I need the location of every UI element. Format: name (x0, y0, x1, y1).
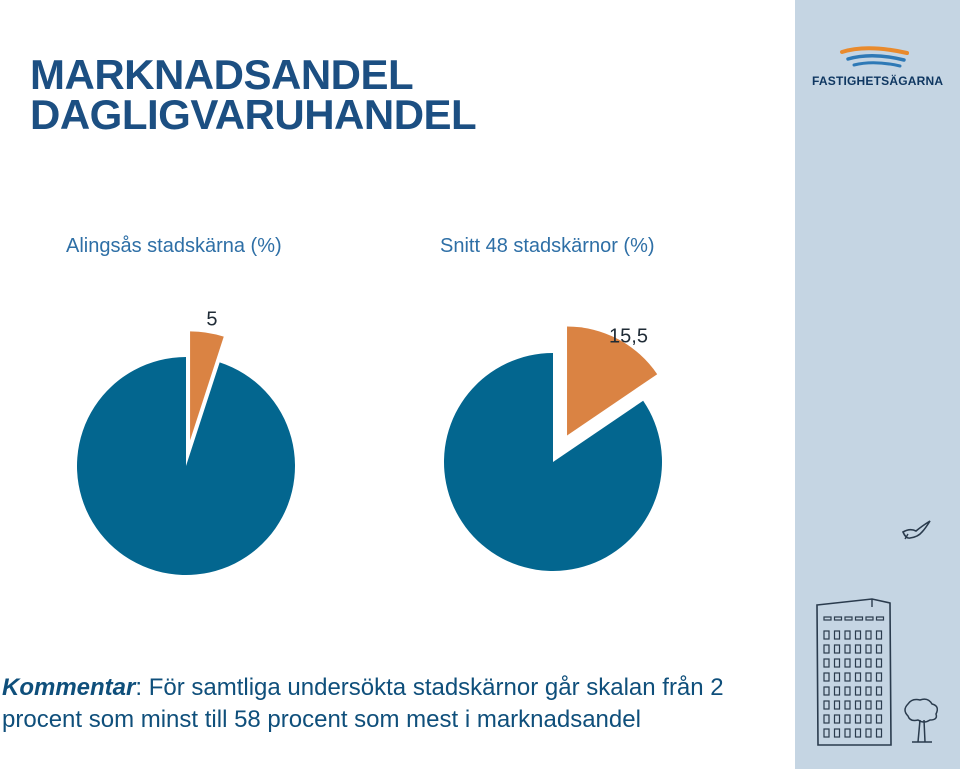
building-window (854, 714, 862, 724)
building-window (865, 644, 872, 654)
building-window (875, 658, 883, 668)
comment-text: Kommentar: För samtliga undersökta stads… (2, 672, 792, 736)
pie-0-label-0: 5 (206, 309, 217, 331)
building-window (875, 714, 883, 724)
comment-label: Kommentar (2, 674, 136, 701)
building-window (823, 714, 830, 724)
building-window (854, 672, 862, 682)
building-window (875, 616, 885, 621)
building-window (833, 630, 841, 640)
building-window (865, 672, 872, 682)
pie-0-slice-0 (190, 331, 224, 441)
building-window (833, 658, 841, 668)
chart-title-alingsas: Alingsås stadskärna (%) (66, 235, 282, 257)
comment-body: : För samtliga undersökta stadskärnor gå… (2, 674, 724, 733)
building-window (865, 714, 872, 724)
building-window (823, 672, 830, 682)
building-window (854, 616, 864, 621)
page-title-line2: DAGLIGVARUHANDEL (30, 91, 477, 138)
building-window (844, 700, 851, 710)
building-window (833, 672, 841, 682)
building-window (823, 630, 830, 640)
pie-0-slice-1 (76, 357, 295, 575)
pie-1-slice-1 (443, 353, 663, 571)
building-window (875, 686, 883, 696)
logo-waves-icon (840, 46, 909, 68)
building-window (833, 700, 841, 710)
building-icon (816, 598, 892, 746)
building-window (844, 658, 851, 668)
building-window (823, 616, 832, 621)
building-window (854, 728, 862, 738)
building-window (865, 686, 872, 696)
building-window (875, 672, 883, 682)
building-window (854, 630, 862, 640)
logo: FASTIGHETSÄGARNA (812, 44, 947, 94)
building-window (865, 700, 872, 710)
building-window (833, 686, 841, 696)
building-window (875, 644, 883, 654)
building-window (844, 686, 851, 696)
building-window (844, 616, 853, 621)
building-window (844, 630, 851, 640)
chart-title-snitt: Snitt 48 stadskärnor (%) (440, 235, 655, 257)
logo-text: FASTIGHETSÄGARNA (812, 74, 944, 88)
building-window (875, 630, 883, 640)
building-window (875, 700, 883, 710)
page-title-line1: MARKNADSANDEL (30, 51, 414, 98)
building-window (823, 658, 830, 668)
building-window (844, 728, 851, 738)
page-title: MARKNADSANDEL DAGLIGVARUHANDEL (30, 51, 477, 138)
building-window (833, 728, 841, 738)
building-window (833, 714, 841, 724)
building-window (844, 672, 851, 682)
building-window (865, 658, 872, 668)
building-window (823, 644, 830, 654)
pie-1-slice-0 (567, 326, 658, 436)
pie-1-label-0: 15,5 (609, 325, 648, 347)
building-window (865, 616, 874, 621)
pie-charts: 515,5 (76, 309, 663, 575)
sidebar-panel (795, 0, 960, 769)
building-window (875, 728, 883, 738)
tree-icon (904, 698, 939, 743)
building-window (833, 644, 841, 654)
building-window (854, 700, 862, 710)
building-window (844, 644, 851, 654)
building-window (854, 686, 862, 696)
building-window (854, 658, 862, 668)
bird-icon (901, 520, 931, 540)
building-window (823, 700, 830, 710)
building-window (865, 728, 872, 738)
building-window (833, 616, 843, 621)
building-window (844, 714, 851, 724)
building-window (823, 728, 830, 738)
building-window (823, 686, 830, 696)
building-window (865, 630, 872, 640)
building-window (854, 644, 862, 654)
